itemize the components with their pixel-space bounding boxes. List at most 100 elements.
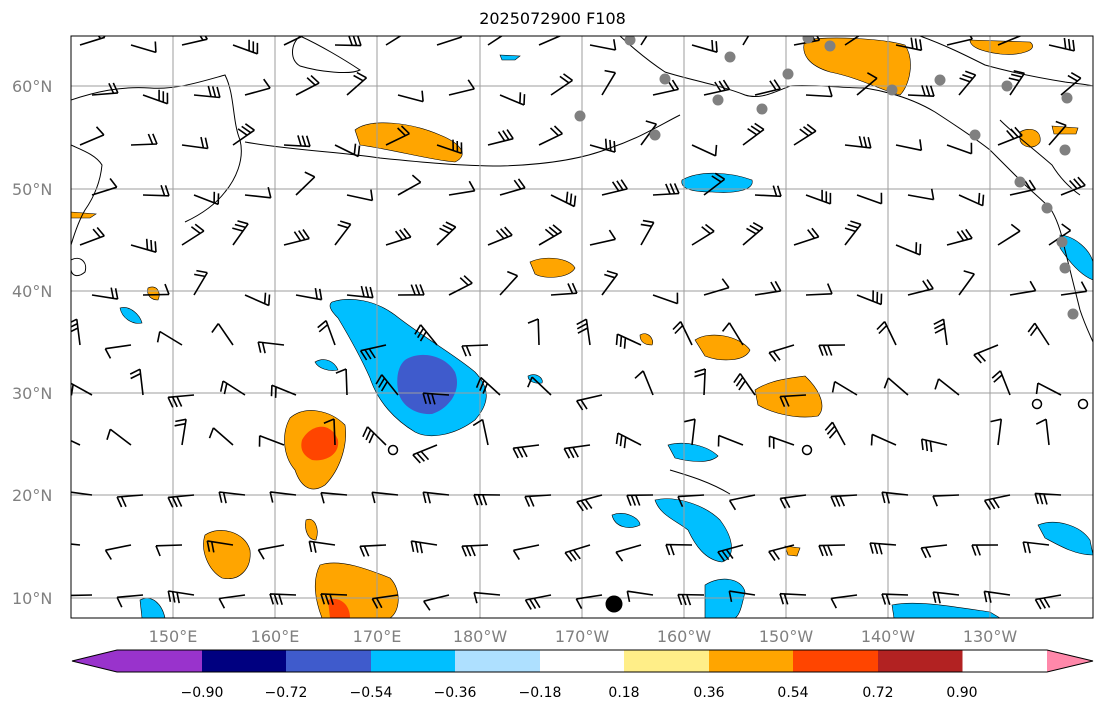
wind-barb (397, 174, 422, 196)
wind-barb (844, 36, 861, 46)
wind-barb (728, 590, 756, 603)
lat-label: 30°N (12, 384, 52, 403)
wind-barb (475, 376, 501, 396)
wind-barb (1009, 179, 1037, 196)
wind-barb (448, 180, 476, 196)
wind-barb (473, 591, 501, 604)
wind-barb (397, 90, 424, 103)
wind-barb (397, 284, 425, 296)
station-dot (724, 51, 736, 63)
shade-neg (139, 598, 166, 618)
wind-barb (672, 321, 693, 346)
wind-barb (830, 594, 858, 609)
wind-barb (793, 227, 820, 246)
wind-barb (601, 179, 628, 196)
wind-barb (615, 333, 642, 349)
wind-barb (487, 129, 514, 146)
wind-barb (527, 318, 540, 346)
calm-circle (1031, 398, 1043, 410)
wind-barb (601, 69, 617, 96)
wind-barb (881, 491, 909, 504)
wind-barb (768, 344, 795, 362)
station-dot (824, 40, 836, 52)
wind-barb (830, 494, 858, 507)
calm-circle (1077, 398, 1089, 410)
lat-label: 40°N (12, 282, 52, 301)
station-dot (659, 73, 671, 85)
wind-barb (130, 238, 157, 253)
wind-barb (499, 178, 526, 196)
lon-label: 170°E (353, 627, 402, 646)
wind-barb (269, 491, 297, 503)
wind-barb (742, 122, 765, 146)
colorbar-bin (624, 650, 710, 672)
wind-barb (499, 270, 519, 296)
lon-label: 180°W (453, 627, 508, 646)
wind-barb (334, 220, 352, 246)
wind-barb (932, 494, 960, 507)
wind-barb (983, 494, 1011, 511)
wind-barb (895, 242, 922, 256)
wind-barb (869, 542, 897, 555)
wind-barb (79, 126, 105, 146)
wind-barb (576, 394, 603, 411)
wind-barb (129, 368, 144, 396)
wind-barb (436, 36, 463, 46)
longitude-labels: 150°E 160°E 170°E 180°W 170°W 160°W 150°… (149, 627, 1018, 646)
lat-label: 20°N (12, 486, 52, 505)
wind-barb (527, 376, 552, 396)
shade-neg (397, 354, 458, 415)
wind-barb (218, 491, 246, 504)
wind-barb (754, 79, 781, 96)
wind-barb (206, 540, 234, 553)
wind-barb (232, 39, 259, 55)
wind-barb (283, 135, 311, 148)
wind-barb (779, 592, 807, 605)
wind-barb (174, 418, 187, 446)
wind-barb (856, 192, 883, 205)
wind-barb (870, 433, 897, 446)
wind-barb (448, 275, 473, 296)
wind-barb (934, 378, 960, 396)
station-dot (756, 103, 768, 115)
wind-barb (576, 494, 603, 512)
wind-barb (359, 544, 387, 557)
wind-barb (1022, 541, 1050, 554)
shade-neg (119, 307, 143, 324)
shade-pos (969, 39, 1033, 55)
station-dot (1067, 308, 1079, 320)
wind-barb (640, 120, 658, 146)
wind-barb (805, 189, 832, 205)
colorbar-tick-label: 0.36 (693, 685, 724, 701)
wind-barb (385, 125, 410, 146)
station-dot (1056, 236, 1068, 248)
coast-chukotka (292, 36, 361, 74)
wind-barb (79, 226, 105, 246)
wind-barb (244, 292, 271, 307)
wind-barb (754, 185, 782, 198)
colorbar-extend-left (72, 650, 117, 672)
shade-pos (694, 334, 751, 361)
wind-barb (626, 494, 654, 506)
wind-barb (717, 434, 744, 447)
station-dot (1059, 262, 1071, 274)
wind-barb (971, 544, 999, 556)
wind-barb (933, 318, 948, 346)
wind-barb (385, 36, 402, 46)
wind-barb (142, 283, 170, 296)
station-dot (1041, 202, 1053, 214)
shade-pos (529, 257, 576, 278)
wind-barb (932, 591, 960, 604)
wind-barb (410, 540, 438, 554)
wind-barb (71, 439, 81, 446)
station-dot (649, 129, 661, 141)
lat-label: 10°N (12, 589, 52, 608)
wind-barb (371, 491, 399, 504)
wind-barb (907, 85, 935, 97)
wind-barb (487, 36, 504, 46)
wind-barb (335, 368, 348, 396)
wind-barb (208, 427, 234, 446)
wind-barb (550, 282, 578, 296)
wind-barb (844, 136, 872, 149)
wind-barb (550, 191, 577, 208)
